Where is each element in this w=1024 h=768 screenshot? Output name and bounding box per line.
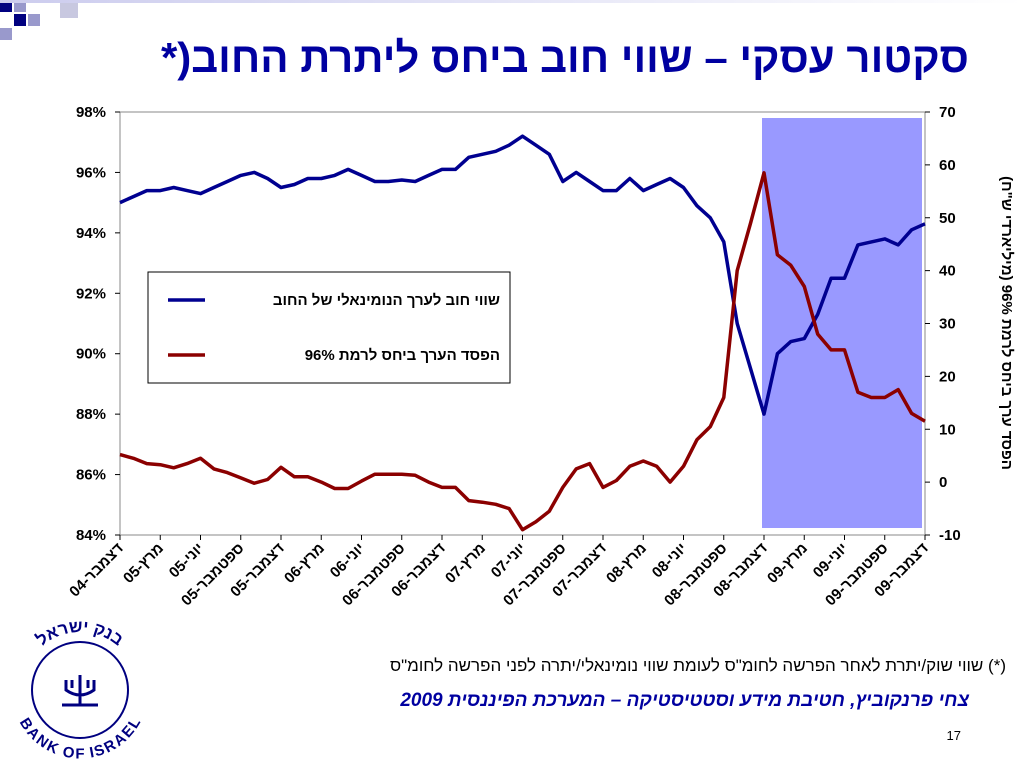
y2-tick-label: 50	[939, 210, 956, 227]
highlight-region	[762, 118, 922, 528]
x-tick-label: מרץ-09	[764, 540, 811, 587]
y2-tick-label: 60	[939, 157, 956, 174]
x-tick-label: מרץ-07	[442, 540, 489, 587]
y2-tick-label: 70	[939, 104, 956, 121]
y-tick-label: 94%	[76, 225, 106, 242]
source: צחי פרנקוביץ, חטיבת מידע וסטטיסטיקה – המ…	[400, 690, 969, 711]
decor	[0, 0, 1024, 40]
logo: בנק ישראל BANK OF ISRAEL	[16, 617, 144, 763]
slide-title: סקטור עסקי – שווי חוב ביחס ליתרת החוב(*	[160, 34, 969, 81]
series-line	[119, 134, 926, 416]
legend-label: הפסד הערך ביחס לרמת 96%	[305, 347, 500, 364]
y2-axis-label: הפסד ערך ביחס לרמת 96% (מיליארדי ש"ח)	[998, 176, 1015, 470]
y-tick-label: 92%	[76, 285, 106, 302]
y2-tick-label: 10	[939, 421, 956, 438]
page-number: 17	[946, 728, 961, 743]
y2-tick-label: 40	[939, 263, 956, 280]
x-tick-label: מרץ-08	[603, 540, 650, 587]
x-tick-label: מרץ-05	[120, 540, 167, 587]
y2-tick-label: -10	[939, 527, 961, 544]
y2-tick-label: 0	[939, 474, 947, 491]
y2-tick-label: 30	[939, 316, 956, 333]
x-tick-label: מרץ-06	[281, 540, 328, 587]
legend	[147, 271, 511, 384]
logo-hebrew: בנק ישראל	[33, 617, 128, 650]
y-tick-label: 90%	[76, 346, 106, 363]
y-tick-label: 98%	[76, 104, 106, 121]
footnote: (*) שווי שוק/יתרת לאחר הפרשה לחומ"ס לעומ…	[390, 656, 1006, 675]
legend-label: שווי חוב לערך הנומינאלי של החוב	[273, 292, 500, 309]
series-line	[119, 171, 926, 532]
y-tick-label: 96%	[76, 164, 106, 181]
y2-tick-label: 20	[939, 368, 956, 385]
y-tick-label: 86%	[76, 467, 106, 484]
x-tick-label: דצמבר-04	[66, 540, 127, 601]
y-tick-label: 84%	[76, 527, 106, 544]
y-tick-label: 88%	[76, 406, 106, 423]
